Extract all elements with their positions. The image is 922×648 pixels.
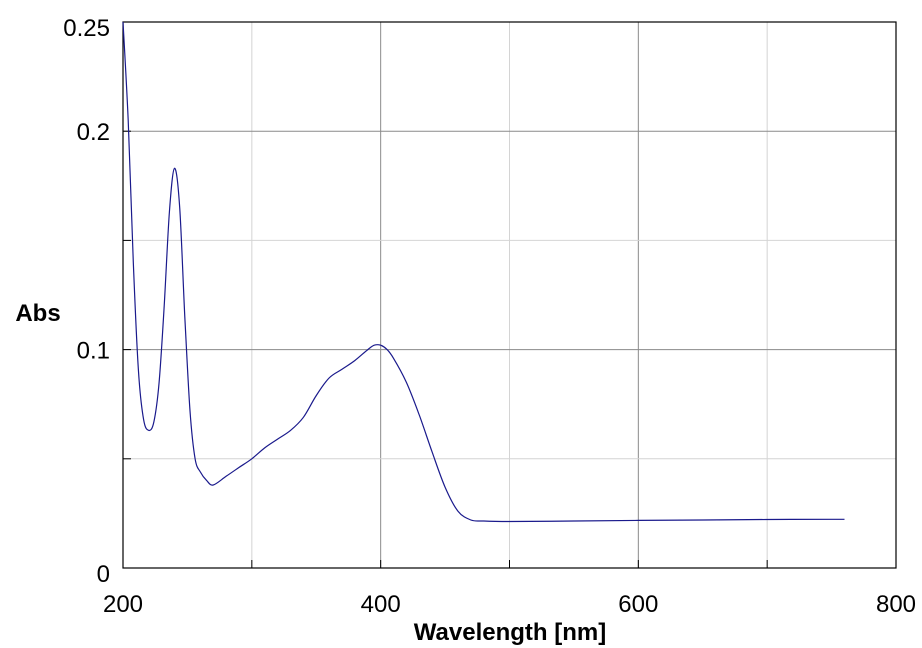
y-tick-label: 0.2 (77, 119, 110, 146)
y-axis-title: Abs (15, 300, 60, 327)
series-layer (122, 21, 845, 523)
y-tick-label: 0 (97, 561, 110, 588)
x-tick-label: 400 (361, 591, 401, 618)
x-tick-label: 200 (103, 591, 143, 618)
x-axis-title: Wavelength [nm] (414, 619, 606, 646)
axis-ticks (123, 130, 768, 568)
grid (123, 22, 896, 568)
absorbance-series-line (122, 21, 845, 523)
tick-labels: 200 400 600 800 0 0.1 0.2 0.25 (63, 15, 916, 618)
x-tick-label: 800 (876, 591, 916, 618)
x-tick-label: 600 (618, 591, 658, 618)
y-tick-label: 0.25 (63, 15, 110, 42)
y-tick-label: 0.1 (77, 338, 110, 365)
